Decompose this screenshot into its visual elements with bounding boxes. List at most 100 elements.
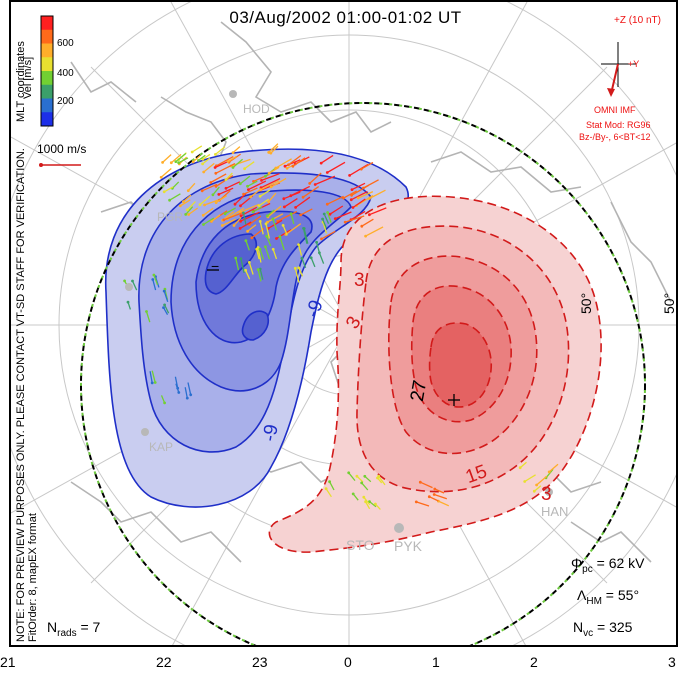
velocity-vector-origin — [123, 279, 126, 283]
site-pgr: PGR — [157, 210, 184, 224]
velocity-vector-origin — [418, 480, 422, 484]
velocity-vector — [227, 155, 237, 163]
velocity-vector-origin — [302, 227, 305, 230]
velocity-vector-origin — [255, 247, 259, 251]
velocity-vector — [320, 154, 334, 164]
velocity-vector-origin — [202, 223, 205, 226]
velocity-vector — [268, 143, 279, 153]
velocity-vector — [235, 257, 240, 271]
contour-label-min: − — [211, 258, 220, 274]
velocity-vector-origin — [163, 401, 167, 405]
velocity-vector — [260, 180, 280, 191]
velocity-vector — [171, 181, 180, 189]
velocity-vector-origin — [360, 481, 364, 485]
velocity-vector-origin — [532, 489, 536, 493]
velocity-vector — [288, 154, 302, 166]
velocity-vector-origin — [333, 217, 337, 221]
velocity-vector-origin — [362, 495, 366, 499]
velocity-vector-origin — [191, 160, 195, 164]
velocity-vector — [222, 218, 236, 227]
velocity-vector-origin — [186, 208, 189, 212]
velocity-vector — [250, 188, 262, 198]
velocity-vector-origin — [283, 164, 287, 168]
velocity-vector-origin — [250, 236, 254, 240]
velocity-vector — [361, 482, 369, 491]
velocity-vectors — [123, 143, 559, 510]
velocity-vector-origin — [251, 210, 255, 214]
velocity-vector — [326, 212, 332, 223]
velocity-vector — [198, 154, 206, 161]
velocity-vector — [203, 162, 215, 173]
velocity-vector — [350, 210, 366, 221]
velocity-vector — [187, 382, 192, 395]
velocity-vector-origin — [233, 202, 237, 206]
site-sto: STO — [346, 537, 375, 553]
velocity-vector — [249, 215, 262, 226]
velocity-vector — [343, 190, 358, 199]
velocity-vector — [264, 246, 271, 260]
velocity-vector-origin — [278, 235, 282, 239]
velocity-vector-origin — [232, 224, 236, 227]
contour-label-3-c: 3 — [541, 484, 552, 505]
velocity-vector — [270, 177, 287, 188]
velocity-vector-origin — [214, 185, 218, 188]
stat-lambda-hm: ΛHM = 55° — [577, 587, 640, 607]
velocity-vector-origin — [214, 171, 218, 175]
mlt-tick-2: 2 — [530, 654, 538, 670]
velocity-vector-origin — [518, 466, 522, 470]
mlt-tick-22: 22 — [156, 654, 172, 670]
velocity-vector-origin — [283, 205, 286, 209]
velocity-vector-origin — [244, 268, 248, 272]
velocity-vector — [285, 223, 302, 236]
negative-cell — [105, 148, 409, 508]
velocity-vector-origin — [243, 167, 247, 171]
velocity-vector-origin — [359, 167, 363, 171]
velocity-vector-origin — [226, 160, 230, 163]
velocity-vector-origin — [214, 153, 217, 156]
velocity-vector-origin — [224, 186, 228, 190]
site-han: HAN — [541, 504, 569, 519]
velocity-vector — [369, 189, 386, 200]
velocity-vector — [295, 196, 311, 208]
colorbar-swatch — [41, 112, 53, 127]
scale-vector — [39, 163, 81, 167]
velocity-vector-origin — [150, 381, 154, 385]
velocity-vector — [363, 496, 371, 506]
velocity-vector — [325, 488, 332, 498]
velocity-vector-origin — [168, 198, 172, 202]
velocity-vector — [182, 194, 192, 203]
velocity-vector — [239, 175, 251, 185]
velocity-vector — [259, 268, 264, 280]
velocity-vector — [223, 211, 244, 221]
imf-z-label: +Z (10 nT) — [614, 15, 661, 26]
contour-label-3-a: 3 — [354, 270, 365, 291]
mlt-tick-1: 1 — [432, 654, 440, 670]
velocity-vector — [378, 475, 386, 486]
velocity-vector-origin — [239, 257, 243, 261]
velocity-vector — [199, 195, 211, 206]
velocity-vector-origin — [322, 212, 326, 216]
velocity-vector — [245, 240, 250, 251]
velocity-vector-origin — [151, 278, 155, 281]
velocity-vector — [329, 205, 344, 215]
site-hod: HOD — [243, 102, 270, 116]
positive-cell — [268, 195, 602, 553]
velocity-vector — [170, 153, 182, 164]
velocity-vector — [188, 207, 199, 216]
velocity-vector-origin — [351, 492, 355, 496]
velocity-vector — [230, 158, 251, 167]
velocity-vector — [210, 173, 227, 184]
velocity-vector — [365, 226, 384, 237]
velocity-vector — [179, 199, 191, 207]
velocity-vector-origin — [308, 182, 312, 185]
velocity-vector — [151, 370, 156, 383]
velocity-vector — [214, 146, 226, 155]
velocity-vector — [369, 207, 387, 216]
velocity-vector — [536, 475, 548, 486]
velocity-vector-origin — [319, 161, 323, 165]
velocity-vector — [434, 488, 445, 494]
colorbar-swatch — [41, 29, 53, 44]
velocity-vector — [202, 153, 211, 160]
velocity-vector-origin — [414, 500, 418, 504]
verification-note: NOTE: FOR PREVIEW PURPOSES ONLY. PLEASE … — [15, 148, 27, 642]
